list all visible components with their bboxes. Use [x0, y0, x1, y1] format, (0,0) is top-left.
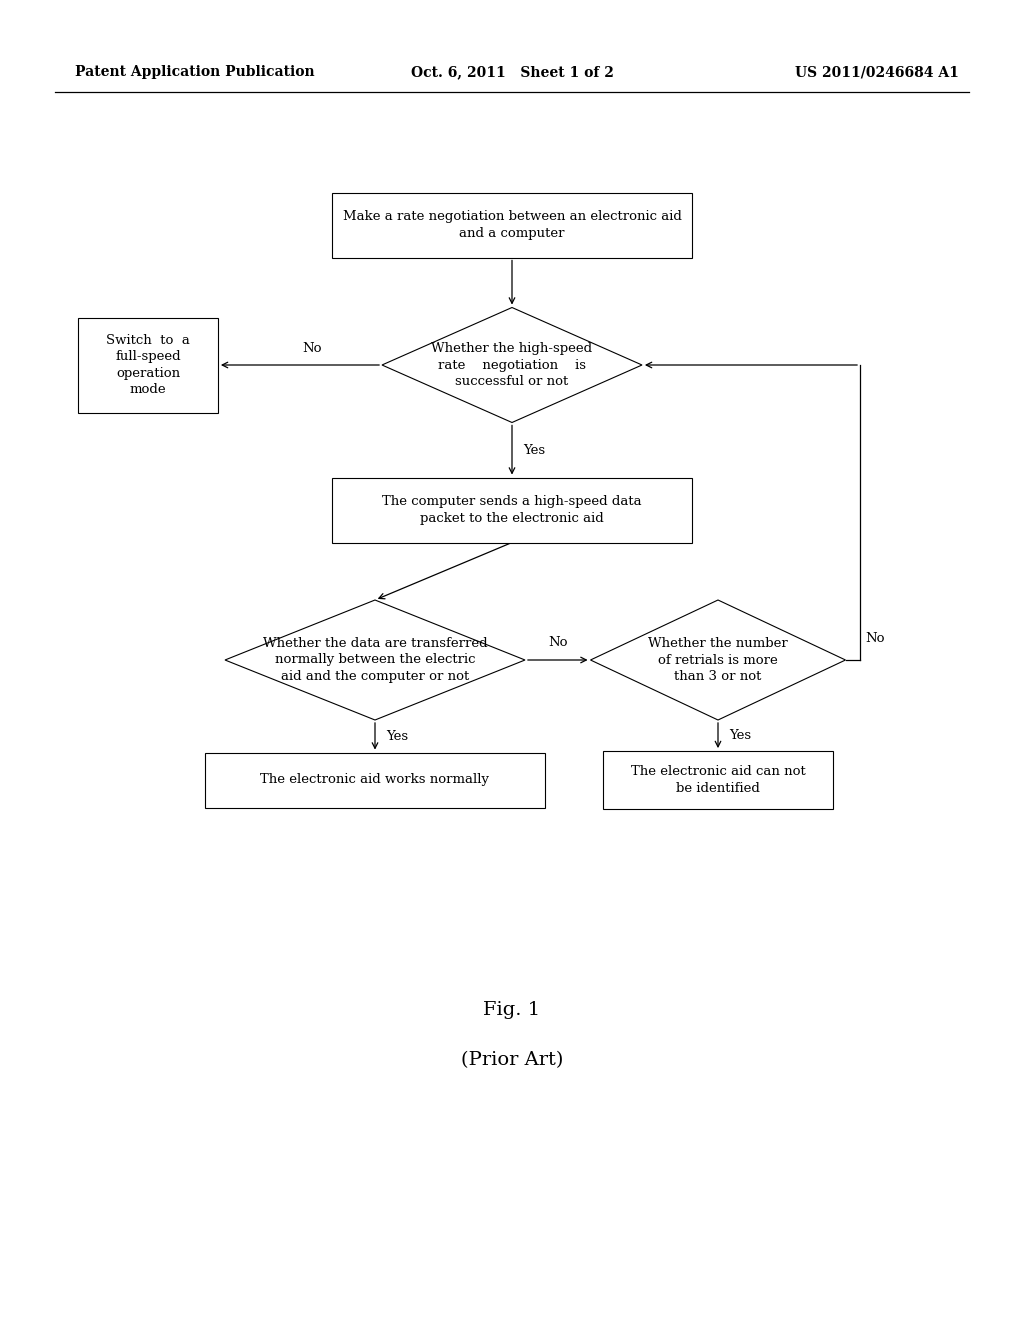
FancyBboxPatch shape — [332, 193, 692, 257]
Text: Oct. 6, 2011   Sheet 1 of 2: Oct. 6, 2011 Sheet 1 of 2 — [411, 65, 613, 79]
Text: No: No — [865, 631, 886, 644]
Polygon shape — [591, 601, 846, 719]
Text: Whether the data are transferred
normally between the electric
aid and the compu: Whether the data are transferred normall… — [263, 638, 487, 682]
Text: Fig. 1: Fig. 1 — [483, 1001, 541, 1019]
Text: Switch  to  a
full-speed
operation
mode: Switch to a full-speed operation mode — [106, 334, 189, 396]
Polygon shape — [382, 308, 642, 422]
Text: Yes: Yes — [729, 729, 751, 742]
FancyBboxPatch shape — [603, 751, 833, 809]
Text: Make a rate negotiation between an electronic aid
and a computer: Make a rate negotiation between an elect… — [343, 210, 681, 240]
FancyBboxPatch shape — [332, 478, 692, 543]
FancyBboxPatch shape — [78, 318, 218, 412]
Text: (Prior Art): (Prior Art) — [461, 1051, 563, 1069]
Text: Yes: Yes — [523, 444, 545, 457]
Text: Yes: Yes — [386, 730, 408, 743]
Polygon shape — [225, 601, 525, 719]
Text: No: No — [302, 342, 322, 355]
Text: The computer sends a high-speed data
packet to the electronic aid: The computer sends a high-speed data pac… — [382, 495, 642, 525]
Text: The electronic aid can not
be identified: The electronic aid can not be identified — [631, 766, 805, 795]
Text: Whether the high-speed
rate    negotiation    is
successful or not: Whether the high-speed rate negotiation … — [431, 342, 593, 388]
Text: US 2011/0246684 A1: US 2011/0246684 A1 — [795, 65, 959, 79]
Text: No: No — [548, 635, 567, 648]
Text: Patent Application Publication: Patent Application Publication — [75, 65, 314, 79]
FancyBboxPatch shape — [205, 752, 545, 808]
Text: The electronic aid works normally: The electronic aid works normally — [260, 774, 489, 787]
Text: Whether the number
of retrials is more
than 3 or not: Whether the number of retrials is more t… — [648, 638, 787, 682]
